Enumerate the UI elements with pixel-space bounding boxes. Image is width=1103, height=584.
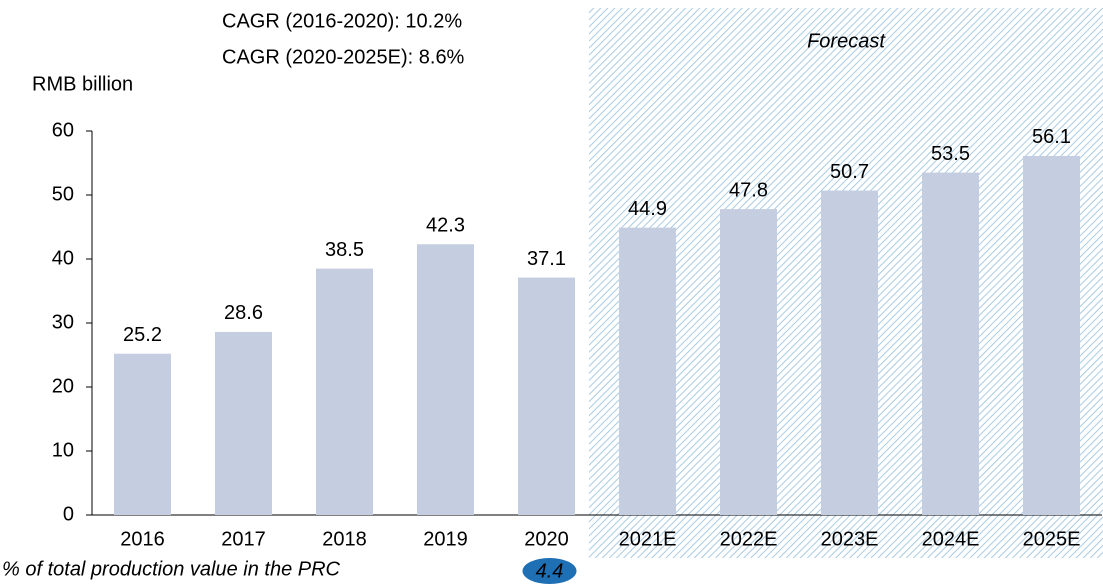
bar: [922, 172, 979, 515]
y-tick-label: 20: [52, 375, 74, 397]
y-tick-label: 60: [52, 119, 74, 141]
bar: [518, 277, 575, 515]
x-tick-label: 2019: [423, 528, 468, 550]
annotation: CAGR (2016-2020): 10.2%: [222, 10, 462, 32]
bar: [1023, 155, 1080, 515]
x-tick-label: 2022E: [720, 528, 778, 550]
bar: [821, 190, 878, 515]
value-label: 44.9: [628, 198, 667, 220]
value-label: 42.3: [426, 215, 465, 237]
share-marker: [522, 558, 577, 584]
value-label: 50.7: [830, 161, 869, 183]
value-label: 25.2: [123, 324, 162, 346]
x-tick-label: 2024E: [922, 528, 980, 550]
value-label: 47.8: [729, 179, 768, 201]
y-axis-label: RMB billion: [32, 73, 133, 95]
y-tick-label: 40: [52, 247, 74, 269]
x-tick-label: 2020: [524, 528, 569, 550]
y-tick-label: 30: [52, 311, 74, 333]
y-tick-label: 50: [52, 183, 74, 205]
annotation: CAGR (2020-2025E): 8.6%: [222, 46, 465, 68]
x-tick-label: 2018: [322, 528, 367, 550]
bar: [215, 331, 272, 515]
x-tick-label: 2016: [120, 528, 165, 550]
y-tick-label: 10: [52, 439, 74, 461]
bar: [619, 227, 676, 515]
x-tick-label: 2025E: [1023, 528, 1081, 550]
share-value: 4.4: [536, 560, 564, 582]
y-tick-label: 0: [63, 503, 74, 525]
forecast-label: Forecast: [807, 30, 886, 52]
value-label: 37.1: [527, 248, 566, 270]
bar: [720, 209, 777, 515]
share-label: % of total production value in the PRC: [2, 558, 341, 580]
value-label: 28.6: [224, 302, 263, 324]
bar: [417, 244, 474, 515]
x-tick-label: 2021E: [619, 528, 677, 550]
bar: [114, 353, 171, 515]
x-tick-label: 2017: [221, 528, 266, 550]
x-tick-label: 2023E: [821, 528, 879, 550]
value-label: 56.1: [1032, 126, 1071, 148]
value-label: 38.5: [325, 239, 364, 261]
bar: [316, 268, 373, 515]
value-label: 53.5: [931, 143, 970, 165]
